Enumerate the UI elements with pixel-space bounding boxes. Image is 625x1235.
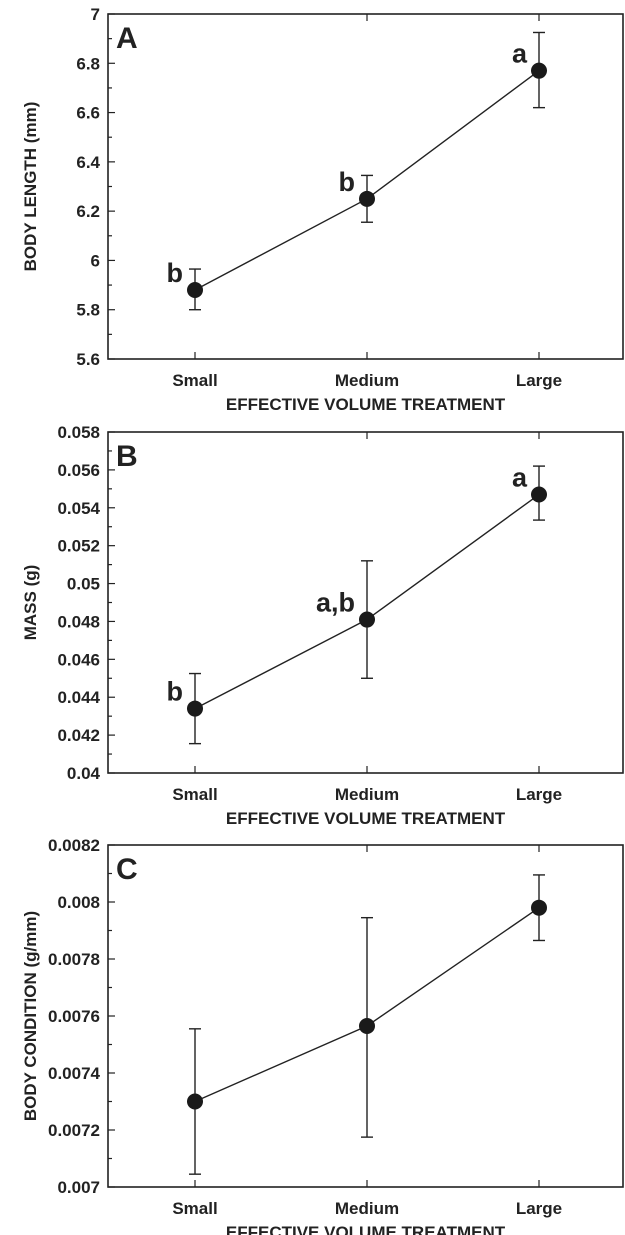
panel-b-significance-label: b xyxy=(167,677,184,707)
panel-b-y-tick-label: 0.048 xyxy=(57,612,100,631)
panel-a-x-tick-label: Small xyxy=(172,371,217,390)
panel-a-y-tick-label: 6 xyxy=(91,251,100,270)
panel-b-y-tick-label: 0.054 xyxy=(57,499,100,518)
panel-b-y-axis-title: MASS (g) xyxy=(21,565,40,641)
panel-c-y-tick-label: 0.0078 xyxy=(48,950,100,969)
panel-a-panel-letter: A xyxy=(116,22,138,55)
panel-a-y-tick-label: 5.6 xyxy=(76,350,100,369)
panel-a-y-tick-label: 6.2 xyxy=(76,202,100,221)
panel-a-y-tick-label: 5.8 xyxy=(76,301,100,320)
panel-c-panel-letter: C xyxy=(116,853,138,886)
panel-a-y-tick-label: 7 xyxy=(91,5,100,24)
panel-c-x-axis-title: EFFECTIVE VOLUME TREATMENT xyxy=(226,1223,506,1235)
panel-b-significance-label: a,b xyxy=(316,588,355,618)
panel-a-y-tick-label: 6.6 xyxy=(76,104,100,123)
panel-c-data-point xyxy=(187,1093,203,1110)
panel-a-data-point xyxy=(531,62,547,79)
panel-b-y-tick-label: 0.05 xyxy=(67,575,100,594)
panel-a-y-tick-label: 6.4 xyxy=(76,153,100,172)
panel-c-plot-frame xyxy=(107,844,624,1188)
panel-b-x-tick-label: Medium xyxy=(335,785,399,804)
panel-b-panel-letter: B xyxy=(116,440,138,473)
panel-a-significance-label: b xyxy=(167,258,184,288)
panel-c-x-tick-label: Large xyxy=(516,1199,562,1218)
panel-a-significance-label: b xyxy=(339,167,356,197)
panel-b-x-axis-title: EFFECTIVE VOLUME TREATMENT xyxy=(226,809,506,828)
panel-a-significance-label: a xyxy=(512,39,528,69)
panel-b-y-tick-label: 0.044 xyxy=(57,688,100,707)
panel-c-y-tick-label: 0.0076 xyxy=(48,1007,100,1026)
panel-b-y-tick-label: 0.04 xyxy=(67,764,101,783)
panel-a-x-tick-label: Medium xyxy=(335,371,399,390)
panel-b-data-point xyxy=(531,486,547,503)
panel-b-y-tick-label: 0.056 xyxy=(57,461,100,480)
panel-c-y-tick-label: 0.0082 xyxy=(48,836,100,855)
panel-b-significance-label: a xyxy=(512,463,528,493)
panel-a-y-axis-title: BODY LENGTH (mm) xyxy=(21,102,40,272)
panel-c-x-tick-label: Small xyxy=(172,1199,217,1218)
panel-a-x-axis-title: EFFECTIVE VOLUME TREATMENT xyxy=(226,395,506,414)
panel-b-data-point xyxy=(359,611,375,628)
panel-a-plot-frame xyxy=(107,13,624,360)
panel-c-y-tick-label: 0.008 xyxy=(57,893,100,912)
panel-b-data-point xyxy=(187,700,203,717)
panel-b-y-tick-label: 0.046 xyxy=(57,650,100,669)
panel-a-data-point xyxy=(187,282,203,298)
panel-a-data-point xyxy=(359,190,375,207)
panel-c-x-tick-label: Medium xyxy=(335,1199,399,1218)
panel-c-y-axis-title: BODY CONDITION (g/mm) xyxy=(21,911,40,1121)
panel-c-y-tick-label: 0.0072 xyxy=(48,1121,100,1140)
panel-b-x-tick-label: Large xyxy=(516,785,562,804)
panel-a-x-tick-label: Large xyxy=(516,371,562,390)
panel-b-y-tick-label: 0.058 xyxy=(57,423,100,442)
panel-b-y-tick-label: 0.042 xyxy=(57,726,100,745)
panel-b-y-tick-label: 0.052 xyxy=(57,537,100,556)
panel-a-y-tick-label: 6.8 xyxy=(76,54,100,73)
panel-b-plot-frame xyxy=(107,431,624,774)
panel-c-y-tick-label: 0.007 xyxy=(57,1178,100,1197)
panel-c-data-point xyxy=(359,1017,375,1034)
panel-c-y-tick-label: 0.0074 xyxy=(48,1064,101,1083)
panel-b-x-tick-label: Small xyxy=(172,785,217,804)
panel-c-data-point xyxy=(531,899,547,916)
